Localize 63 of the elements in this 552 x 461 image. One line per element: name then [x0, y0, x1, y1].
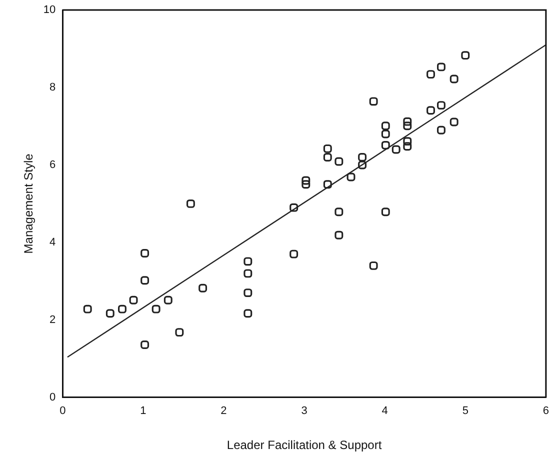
point — [403, 142, 412, 151]
point — [450, 118, 458, 126]
point — [140, 249, 150, 258]
y-tick-label: 4 — [50, 236, 56, 248]
x-tick-label: 3 — [301, 405, 308, 418]
x-tick-label: 0 — [60, 405, 66, 418]
point — [140, 340, 150, 349]
x-tick-label: 6 — [542, 405, 550, 418]
point — [346, 172, 356, 182]
y-axis-title: Management Style — [22, 153, 36, 254]
point — [450, 74, 458, 84]
point — [381, 122, 390, 130]
point — [140, 276, 150, 285]
point — [369, 261, 378, 270]
y-tick-label: 10 — [43, 4, 56, 16]
point — [302, 180, 310, 189]
point — [392, 145, 400, 154]
point — [175, 328, 184, 337]
point — [403, 137, 412, 146]
x-tick-label: 1 — [140, 405, 146, 418]
point — [381, 208, 390, 216]
point — [83, 304, 92, 314]
point — [290, 203, 298, 212]
point — [381, 130, 390, 138]
point — [436, 126, 446, 134]
point — [198, 284, 208, 292]
point — [381, 140, 390, 150]
point — [334, 208, 344, 216]
point — [403, 122, 412, 130]
point — [369, 97, 378, 106]
point — [358, 160, 367, 170]
point — [129, 296, 138, 304]
y-tick-label: 8 — [50, 82, 56, 94]
x-axis-title: Leader Facilitation & Support — [226, 438, 382, 452]
point — [461, 51, 470, 60]
point — [302, 176, 310, 185]
y-tick-label: 2 — [50, 314, 56, 326]
point — [403, 117, 412, 126]
point — [426, 70, 435, 79]
point — [334, 230, 344, 240]
point — [290, 250, 298, 258]
x-tick-label: 5 — [462, 405, 468, 418]
point — [334, 157, 344, 166]
point — [244, 288, 252, 298]
point — [436, 62, 446, 72]
point — [106, 309, 114, 318]
point — [244, 309, 252, 318]
x-tick-label: 2 — [220, 405, 227, 418]
y-tick-label: 6 — [50, 158, 56, 171]
point — [244, 269, 252, 278]
point — [426, 106, 435, 115]
point — [436, 101, 446, 110]
point — [244, 257, 252, 266]
point — [323, 144, 332, 153]
point — [186, 199, 195, 208]
point — [118, 304, 126, 314]
point — [323, 152, 332, 162]
point — [152, 304, 160, 314]
point — [164, 296, 172, 304]
x-tick-label: 4 — [382, 405, 388, 418]
point — [323, 180, 332, 189]
y-tick-label: 0 — [50, 391, 56, 404]
point — [358, 152, 367, 162]
